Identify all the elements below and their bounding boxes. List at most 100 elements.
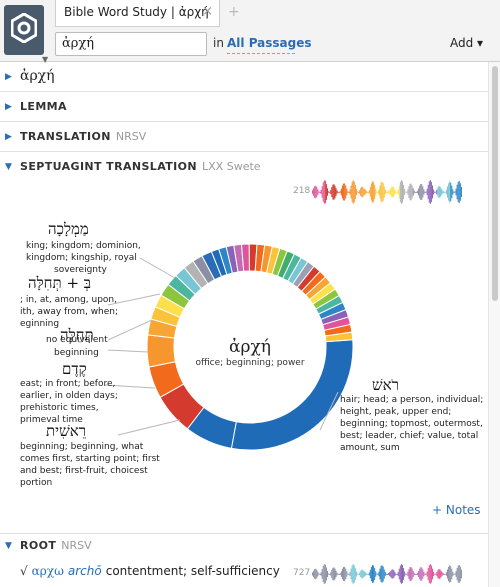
sparkline-bar: [424, 573, 426, 575]
section-septuagint[interactable]: ▼ SEPTUAGINT TRANSLATION LXX Swete: [0, 152, 488, 182]
sparkline-bar: [315, 185, 317, 199]
sparkline-bar: [383, 569, 385, 579]
label-hebrew-tehillah[interactable]: תְּחִלָּה: [60, 326, 94, 344]
root-count: 727: [293, 568, 311, 578]
sparkline-bar: [406, 191, 408, 193]
sparkline-bar: [408, 186, 410, 198]
sparkline-bar: [357, 191, 358, 193]
triangle-right-icon[interactable]: ▶: [5, 72, 12, 82]
sparkline-bar: [429, 564, 431, 584]
sparkline-bar: [382, 183, 384, 201]
sparkline-bar: [318, 191, 320, 193]
sparkline-bar: [366, 191, 368, 193]
label-hebrew-be-tehillah[interactable]: בְּ + תְּחִלָּה: [28, 274, 92, 292]
sparkline-bar: [364, 571, 366, 577]
scrollbar[interactable]: [488, 62, 500, 587]
sparkline-bar: [317, 189, 319, 195]
donut-slice[interactable]: [324, 331, 354, 343]
section-word[interactable]: ▶ ἀρχή: [0, 62, 488, 92]
root-entry[interactable]: √ αρχω archō contentment; self-sufficiency: [20, 564, 280, 578]
root-symbol: √: [20, 564, 28, 578]
logos-app-icon[interactable]: ▼: [4, 5, 48, 64]
sparkline-bar: [321, 569, 323, 579]
sparkline-bar: [360, 570, 362, 578]
translation-donut-chart[interactable]: [0, 0, 488, 520]
section-translation[interactable]: ▶ TRANSLATION NRSV: [0, 122, 488, 152]
sparkline-bar: [388, 190, 390, 194]
sparkline-bar: [324, 564, 326, 584]
translation-heading: TRANSLATION NRSV: [20, 130, 147, 143]
sparkline-bar: [444, 573, 446, 575]
scrollbar-thumb[interactable]: [492, 66, 498, 301]
sparkline-bar: [331, 187, 333, 197]
sparkline-bar: [384, 572, 386, 576]
search-input[interactable]: ἀρχή: [55, 32, 207, 56]
sparkline-bar: [337, 191, 339, 193]
sparkline-bar: [429, 180, 431, 204]
sparkline-bar: [369, 569, 371, 579]
label-hebrew-mamlakah[interactable]: מַמְלָכָה: [48, 220, 89, 238]
triangle-right-icon[interactable]: ▶: [5, 102, 12, 112]
sparkline-bar: [317, 571, 319, 577]
sparkline-bar: [432, 568, 433, 580]
sparkline-bar: [387, 191, 388, 193]
sparkline-bar: [352, 180, 354, 204]
triangle-right-icon[interactable]: ▶: [5, 132, 12, 142]
tab-bible-word-study[interactable]: Bible Word Study | ἀρχή ×: [55, 0, 220, 27]
root-sparkline[interactable]: [312, 564, 462, 584]
section-lemma[interactable]: ▶ LEMMA: [0, 92, 488, 122]
sparkline-bar: [409, 183, 411, 201]
sparkline-bar: [397, 189, 399, 195]
sparkline-bar: [368, 572, 370, 576]
sparkline-bar: [402, 565, 403, 583]
sparkline-bar: [312, 190, 313, 194]
sparkline-bar: [390, 570, 392, 578]
sparkline-bar: [418, 188, 420, 196]
sparkline-bar: [332, 184, 334, 200]
section-root[interactable]: ▼ ROOT NRSV: [0, 533, 488, 559]
sparkline-bar: [391, 186, 393, 198]
sparkline-bar: [460, 186, 462, 198]
septuagint-version[interactable]: LXX Swete: [202, 160, 261, 173]
add-button[interactable]: Add ▾: [450, 36, 484, 50]
sparkline-bar: [339, 573, 341, 575]
sparkline-bar: [449, 565, 451, 583]
sparkline-bar: [343, 183, 345, 201]
sparkline-bar: [404, 188, 406, 196]
sparkline-bar: [322, 565, 324, 583]
sparkline-bar: [414, 573, 416, 575]
sparkline-bar: [390, 188, 392, 196]
sparkline-bar: [412, 570, 414, 578]
sparkline-bar: [423, 571, 425, 577]
sparkline-bar: [393, 187, 395, 197]
sparkline-bar: [340, 188, 342, 196]
triangle-down-icon[interactable]: ▼: [5, 541, 12, 551]
close-icon[interactable]: ×: [202, 4, 213, 19]
sparkline-bar: [376, 191, 378, 193]
passages-dropdown[interactable]: All Passages: [227, 36, 312, 50]
add-tab-icon[interactable]: +: [228, 4, 240, 20]
sparkline-bar: [434, 191, 436, 193]
sparkline-bar: [365, 190, 367, 194]
label-hebrew-rosh[interactable]: רֹאשׁ: [372, 376, 399, 394]
sparkline-bar: [448, 566, 450, 582]
sparkline-bar: [327, 188, 328, 196]
label-hebrew-reshit[interactable]: רֵאשִׁית: [46, 422, 87, 440]
sparkline-bar: [320, 572, 322, 576]
triangle-down-icon[interactable]: ▼: [5, 162, 12, 172]
occurrence-sparkline[interactable]: [312, 180, 462, 204]
translation-version[interactable]: NRSV: [115, 130, 147, 143]
sparkline-bar: [362, 569, 364, 579]
passages-underline: [227, 53, 295, 54]
root-version[interactable]: NRSV: [61, 539, 92, 552]
sparkline-bar: [378, 189, 380, 195]
root-word[interactable]: αρχω: [31, 564, 64, 578]
sparkline-bar: [425, 573, 427, 575]
sparkline-bar: [407, 189, 409, 195]
label-hebrew-qedem[interactable]: קֶדֶם: [62, 360, 87, 378]
donut-slice[interactable]: [146, 334, 177, 368]
sparkline-bar: [414, 191, 416, 193]
label-gloss-mamlakah: king; kingdom; dominion, kingdom; kingsh…: [26, 241, 141, 275]
add-notes-link[interactable]: + Notes: [432, 503, 481, 517]
sparkline-bar: [368, 190, 370, 194]
